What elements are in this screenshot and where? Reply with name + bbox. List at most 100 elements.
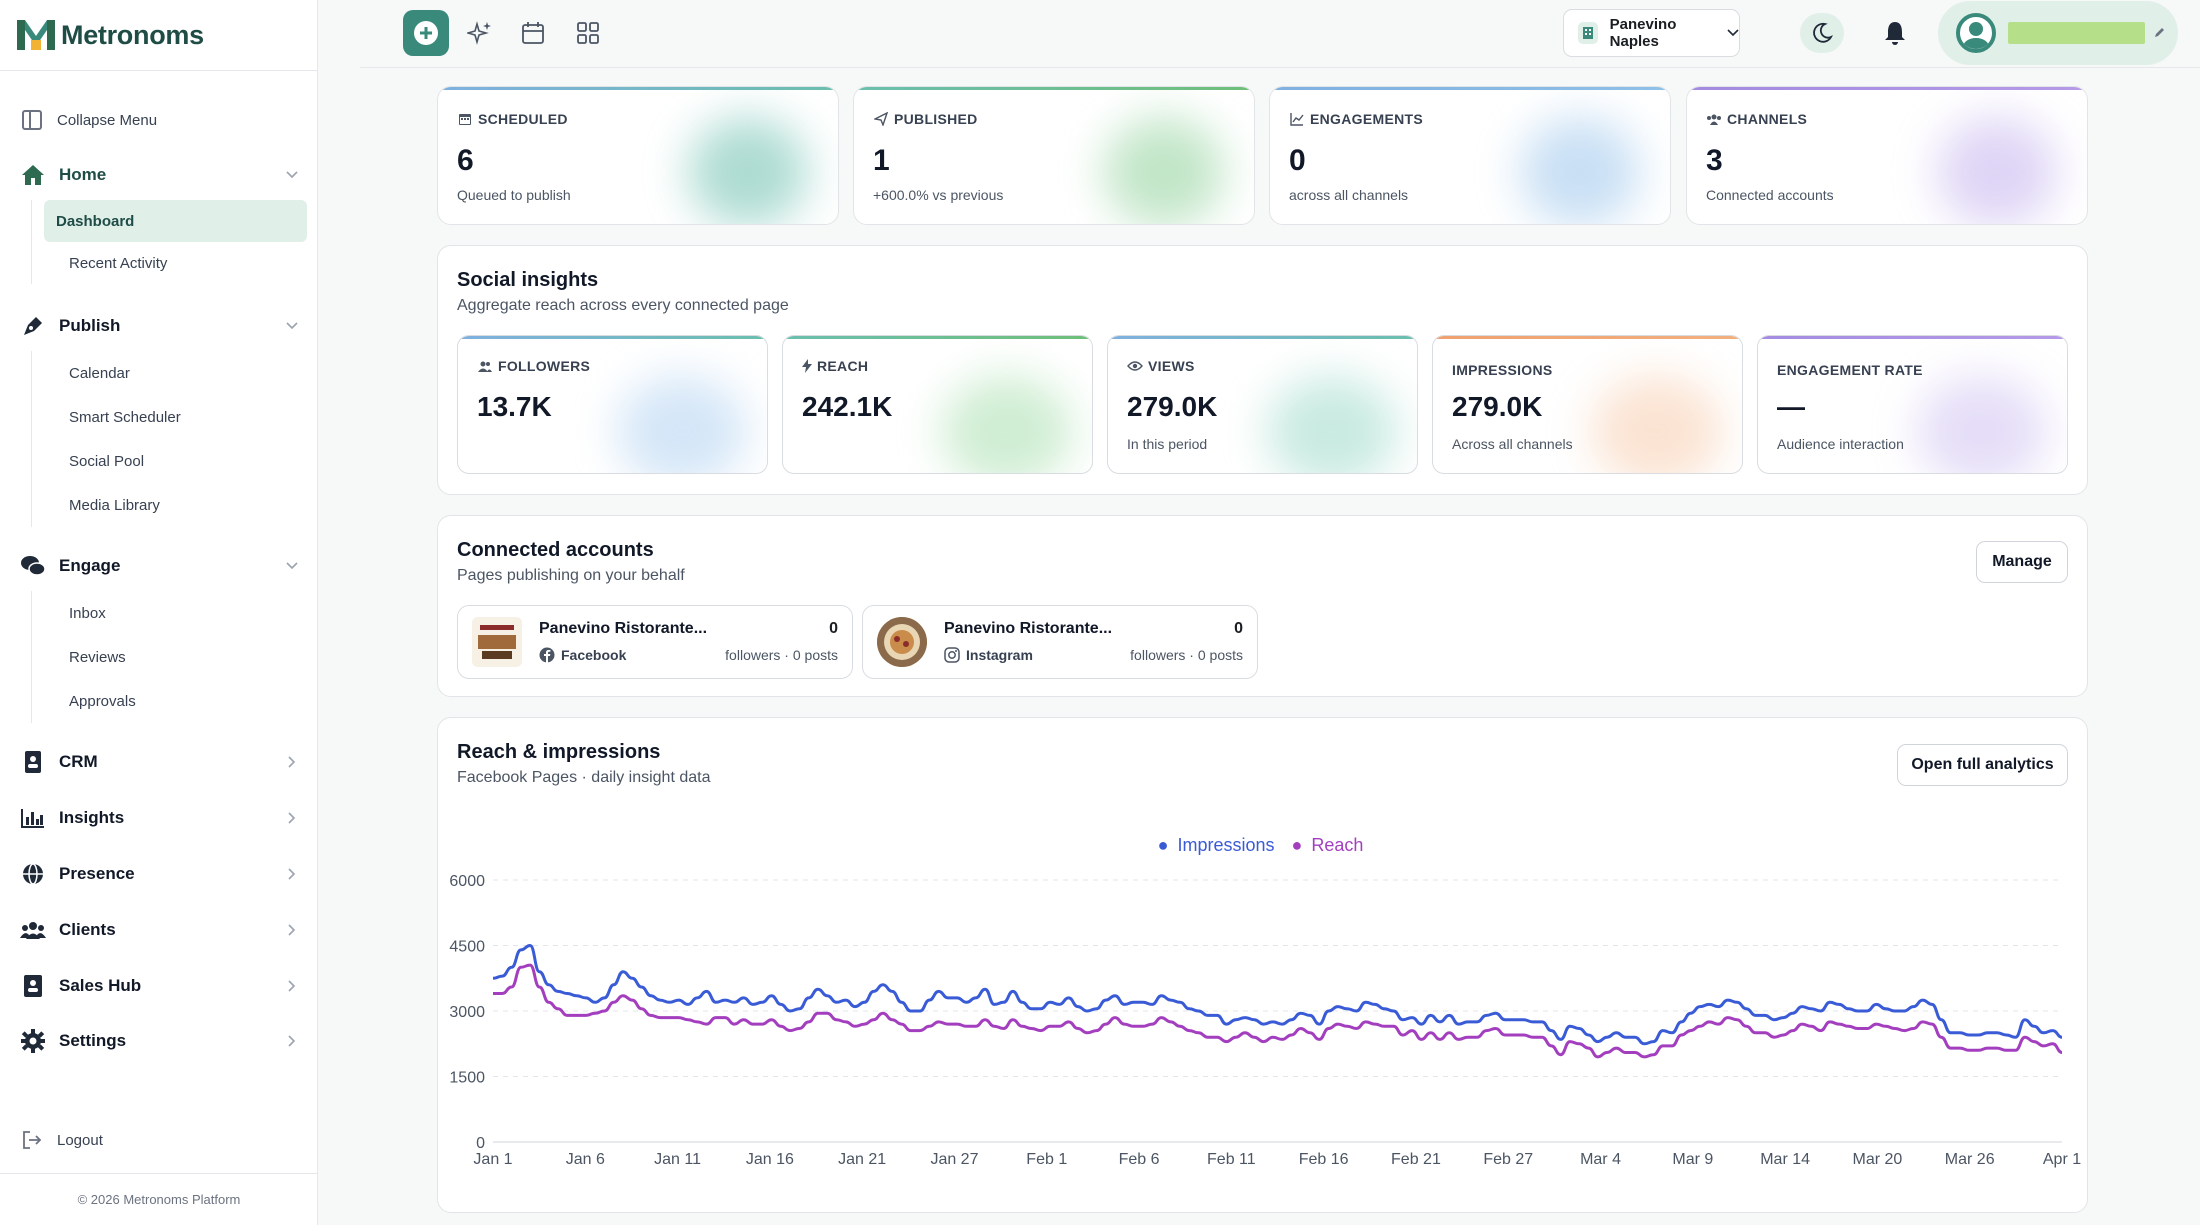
x-tick-label: Feb 21: [1391, 1151, 1441, 1168]
open-full-analytics-button[interactable]: Open full analytics: [1897, 744, 2068, 786]
logo[interactable]: Metronoms: [0, 0, 317, 71]
sidebar-item-approvals[interactable]: Approvals: [69, 692, 136, 710]
account-card-instagram[interactable]: Panevino Ristorante... Instagram 0 follo…: [862, 605, 1258, 679]
stat-value: 3: [1706, 144, 1723, 177]
nav-section-home[interactable]: Home: [20, 160, 302, 190]
y-tick-label: 0: [476, 1135, 485, 1152]
stat-subtext: Queued to publish: [457, 187, 571, 203]
series-line-reach[interactable]: [493, 963, 2063, 1059]
location-selector[interactable]: Panevino Naples: [1563, 9, 1740, 57]
stat-label-row: ENGAGEMENTS: [1289, 111, 1423, 127]
eye-icon: [1127, 360, 1143, 372]
y-tick-label: 6000: [449, 873, 485, 890]
panel-subtitle: Facebook Pages · daily insight data: [457, 769, 711, 786]
nav-section-label: Publish: [59, 316, 121, 335]
manage-button[interactable]: Manage: [1976, 541, 2068, 583]
gear-icon: [20, 1028, 46, 1054]
nav-section-publish[interactable]: Publish: [20, 311, 302, 341]
stat-label-row: PUBLISHED: [873, 111, 978, 127]
notifications-button[interactable]: [1875, 13, 1915, 53]
sidebar-item-recent-activity[interactable]: Recent Activity: [69, 254, 168, 272]
nav-section-sales-hub[interactable]: Sales Hub: [20, 971, 302, 1001]
account-card-facebook[interactable]: Panevino Ristorante... Facebook 0 follow…: [457, 605, 853, 679]
reach-impressions-panel: Reach & impressions Facebook Pages · dai…: [437, 717, 2088, 1213]
sidebar-item-smart-scheduler[interactable]: Smart Scheduler: [69, 408, 181, 426]
nav-section-insights[interactable]: Insights: [20, 803, 302, 833]
insight-value: 279.0K: [1127, 391, 1218, 422]
send-icon: [873, 111, 889, 127]
x-tick-label: Mar 14: [1760, 1151, 1810, 1168]
sidebar-item-dashboard[interactable]: Dashboard: [44, 200, 307, 242]
nav-section-clients[interactable]: Clients: [20, 915, 302, 945]
sidebar-item-inbox[interactable]: Inbox: [69, 604, 106, 622]
sidebar-item-social-pool[interactable]: Social Pool: [69, 452, 145, 470]
collapse-menu-label: Collapse Menu: [57, 111, 158, 129]
insight-value: 242.1K: [802, 391, 893, 422]
nav-section-label: Insights: [59, 808, 125, 827]
stat-card-channels: CHANNELS 3 Connected accounts: [1686, 86, 2088, 225]
insight-label: FOLLOWERS: [498, 358, 591, 374]
insight-card-reach: REACH 242.1K: [782, 335, 1093, 474]
account-thumbnail: [472, 617, 522, 667]
connected-accounts-panel: Connected accounts Pages publishing on y…: [437, 515, 2088, 697]
create-button[interactable]: [403, 10, 449, 56]
nav-submenu-home: Dashboard Recent Activity: [31, 200, 307, 284]
accent-glow: [1104, 117, 1224, 224]
platform-label: Facebook: [561, 647, 627, 663]
x-tick-label: Apr 1: [2043, 1151, 2081, 1168]
sidebar-item-reviews[interactable]: Reviews: [69, 648, 126, 666]
chevron-down-icon: [282, 556, 302, 576]
nav-section-settings[interactable]: Settings: [20, 1026, 302, 1056]
chevron-down-icon: [282, 165, 302, 185]
nav-section-label: Home: [59, 165, 107, 184]
id-card-icon: [20, 973, 46, 999]
copyright: © 2026 Metronoms Platform: [0, 1173, 318, 1207]
account-platform: Facebook: [539, 647, 626, 663]
legend-item-reach[interactable]: ● Reach: [1291, 835, 1364, 855]
collapse-menu-button[interactable]: Collapse Menu: [22, 110, 157, 130]
insight-subtext: Audience interaction: [1777, 436, 1904, 452]
stat-subtext: across all channels: [1289, 187, 1409, 203]
y-tick-label: 3000: [449, 1004, 485, 1021]
follower-count: 0: [1234, 620, 1243, 637]
users-icon: [20, 917, 46, 943]
nav-section-engage[interactable]: Engage: [20, 551, 302, 581]
sidebar: Metronoms Collapse Menu Home Dashboard R…: [0, 0, 318, 1225]
users-icon: [1706, 111, 1722, 127]
sidebar-item-calendar[interactable]: Calendar: [69, 364, 130, 382]
nav-section-presence[interactable]: Presence: [20, 859, 302, 889]
legend-item-impressions[interactable]: ● Impressions: [1157, 835, 1275, 855]
accent-bar: [458, 336, 767, 339]
pen-nib-icon: [20, 313, 46, 339]
apps-grid-button[interactable]: [565, 10, 611, 56]
user-menu[interactable]: [1938, 1, 2178, 65]
theme-toggle[interactable]: [1800, 13, 1844, 53]
trend-icon: [1289, 111, 1305, 127]
bolt-icon: [802, 359, 812, 373]
series-line-impressions[interactable]: [492, 944, 2063, 1046]
moon-icon: [1811, 22, 1833, 44]
nav-section-crm[interactable]: CRM: [20, 747, 302, 777]
accent-glow: [1520, 117, 1640, 224]
calendar-button[interactable]: [510, 10, 556, 56]
insight-label: REACH: [817, 358, 869, 374]
stat-card-scheduled: SCHEDULED 6 Queued to publish: [437, 86, 839, 225]
x-tick-label: Mar 26: [1945, 1151, 1995, 1168]
chevron-right-icon: [282, 808, 302, 828]
insight-card-followers: FOLLOWERS 13.7K: [457, 335, 768, 474]
globe-icon: [20, 861, 46, 887]
insight-card-views: VIEWS 279.0K In this period: [1107, 335, 1418, 474]
account-meta: followers · 0 posts: [725, 647, 838, 663]
insight-label: IMPRESSIONS: [1452, 362, 1553, 378]
logout-label: Logout: [57, 1131, 103, 1149]
account-platform: Instagram: [944, 647, 1033, 663]
x-tick-label: Feb 16: [1299, 1151, 1349, 1168]
accent-bar: [1433, 336, 1742, 339]
nav-submenu-publish: Calendar Smart Scheduler Social Pool Med…: [31, 351, 307, 527]
stat-subtext: Connected accounts: [1706, 187, 1834, 203]
ai-sparkles-button[interactable]: [457, 10, 503, 56]
logout-button[interactable]: Logout: [22, 1130, 103, 1150]
insight-card-engagement-rate: ENGAGEMENT RATE — Audience interaction: [1757, 335, 2068, 474]
edit-icon[interactable]: [2153, 27, 2165, 39]
sidebar-item-media-library[interactable]: Media Library: [69, 496, 160, 514]
